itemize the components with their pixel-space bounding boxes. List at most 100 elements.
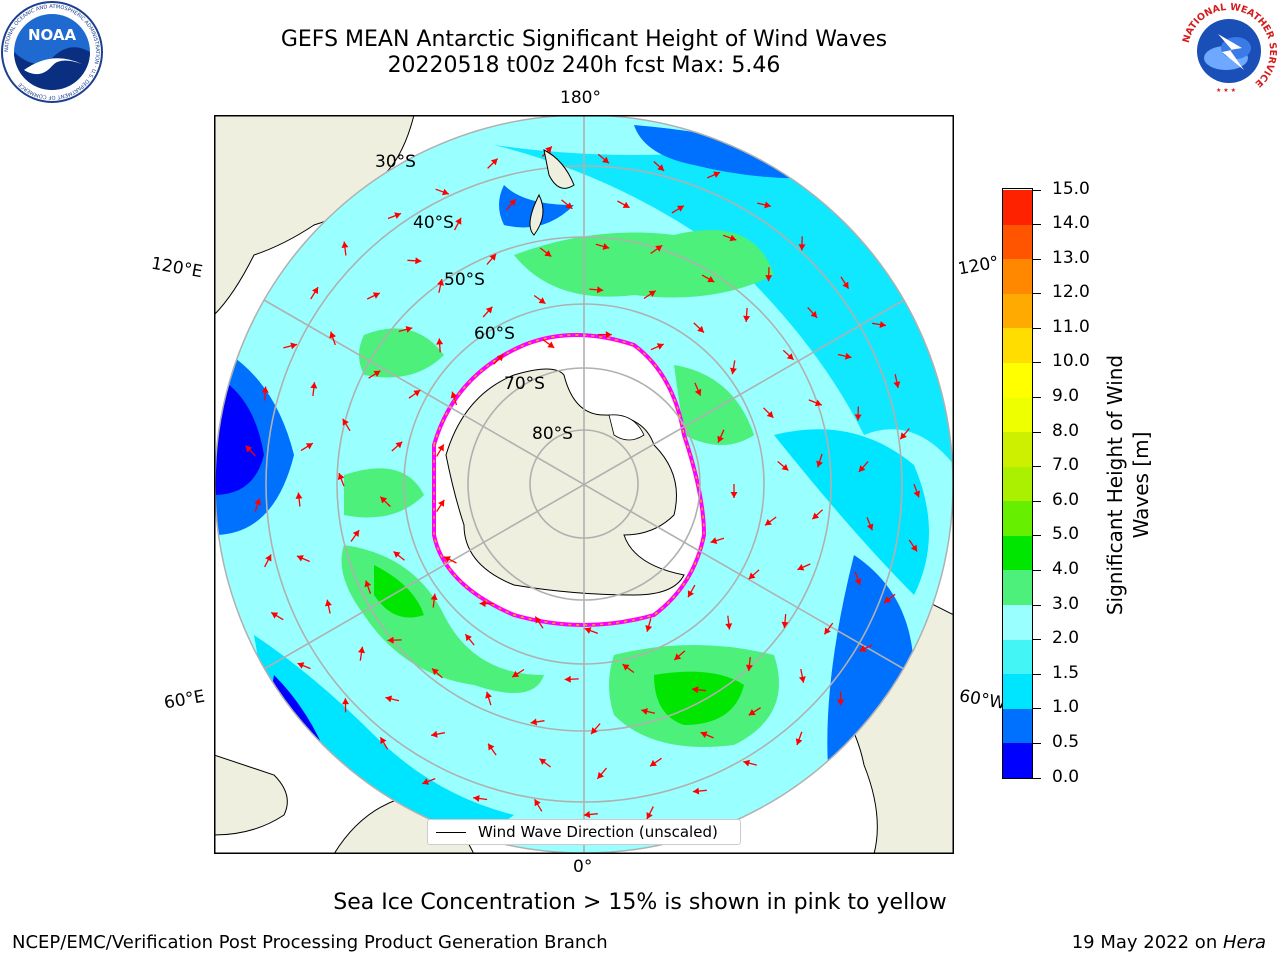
wave-direction-arrowhead (254, 498, 262, 506)
colorbar-tick-label: 12.0 (1052, 282, 1090, 303)
colorbar-tick (1033, 327, 1041, 329)
noaa-wordmark: NOAA (28, 26, 77, 44)
wave-direction-arrowhead (547, 341, 555, 348)
colorbar-segment (1003, 535, 1032, 571)
wave-direction-arrowhead (694, 388, 702, 396)
noaa-logo: NATIONAL OCEANIC AND ATMOSPHERIC ADMINIS… (1, 1, 103, 103)
colorbar-tick-label: 7.0 (1052, 455, 1080, 476)
wave-direction-arrowhead (473, 795, 480, 802)
wave-direction-arrowhead (764, 201, 771, 209)
wave-direction-arrowhead (713, 171, 721, 178)
colorbar-tick-label: 8.0 (1052, 420, 1080, 441)
wave-direction-arrowhead (748, 572, 756, 580)
wave-direction-arrowhead (812, 512, 820, 520)
wave-direction-arrowhead (490, 158, 498, 166)
lon-label-120w: 120° (956, 252, 1001, 280)
lon-label-60w: 60°W (957, 686, 1008, 714)
wave-direction-arrowhead (641, 708, 648, 715)
wave-direction-arrowhead (496, 354, 504, 362)
colorbar-tick-label: 9.0 (1052, 386, 1080, 407)
wave-direction-arrowhead (393, 551, 401, 558)
wave-direction-arrowhead (380, 737, 387, 745)
wave-direction-arrowhead (913, 490, 921, 498)
colorbar-tick (1033, 362, 1041, 364)
wave-direction-arrowhead (443, 556, 451, 563)
lat-label-70s: 70°S (504, 374, 545, 394)
wave-direction-arrowhead (342, 418, 349, 426)
wave-direction-arrowhead (859, 645, 867, 652)
wave-direction-arrowhead (534, 799, 541, 807)
wave-direction-arrowhead (786, 353, 794, 360)
wave-direction-arrowhead (655, 245, 663, 252)
wave-direction-arrowhead (310, 382, 318, 389)
wave-direction-arrowhead (745, 664, 753, 671)
colorbar-tick-label: 3.0 (1052, 593, 1080, 614)
wave-direction-arrowhead (879, 321, 886, 328)
wave-direction-arrowhead (415, 257, 422, 265)
wave-direction-arrowhead (605, 331, 612, 339)
colorbar-tick (1033, 639, 1041, 641)
map-frame (214, 115, 954, 854)
colorbar-tick-label: 5.0 (1052, 524, 1080, 545)
colorbar-segment (1003, 397, 1032, 433)
wave-direction-arrowhead (591, 727, 598, 735)
colorbar-tick-label: 1.5 (1052, 662, 1080, 683)
wave-direction-arrowhead (717, 435, 724, 443)
wave-direction-arrowhead (296, 555, 304, 562)
chart-subtitle: 20220518 t00z 240h fcst Max: 5.46 (387, 53, 781, 78)
wave-direction-arrowhead (512, 670, 520, 678)
wave-direction-arrowhead (900, 432, 907, 440)
wave-direction-arrowhead (810, 311, 818, 318)
antarctica (445, 368, 685, 596)
colorbar-tick (1033, 431, 1041, 433)
footer-date: 19 May 2022 on Hera (1072, 932, 1266, 953)
wave-direction-arrowhead (743, 315, 751, 322)
svg-text:★ ★ ★: ★ ★ ★ (1216, 87, 1236, 94)
wave-direction-arrowhead (489, 253, 497, 261)
wave-direction-arrowhead (545, 146, 552, 154)
wave-direction-arrowhead (438, 499, 445, 507)
graticule (215, 115, 953, 853)
wave-direction-arrowhead (858, 465, 866, 472)
colorbar-tick (1033, 397, 1041, 399)
wave-direction-arrowhead (373, 370, 381, 377)
colorbar-tick-label: 14.0 (1052, 213, 1090, 234)
wave-direction-arrowhead (814, 399, 822, 407)
footer-credit: NCEP/EMC/Verification Post Processing Pr… (12, 932, 608, 953)
wave-direction-arrowhead (385, 695, 393, 703)
colorbar-tick (1033, 708, 1041, 710)
colorbar-tick (1033, 742, 1041, 744)
colorbar-segment (1003, 604, 1032, 640)
wave-direction-arrowhead (697, 325, 704, 333)
colorbar-segment (1003, 673, 1032, 709)
wave-direction-arrowhead (305, 443, 313, 450)
wave-direction-arrowhead (485, 691, 492, 699)
colorbar-tick-label: 4.0 (1052, 558, 1080, 579)
colorbar-segment (1003, 466, 1032, 502)
wave-direction-arrowhead (413, 390, 421, 397)
legend-line-swatch (436, 832, 466, 833)
colorbar-segment (1003, 431, 1032, 467)
legend-label: Wind Wave Direction (unscaled) (478, 823, 718, 841)
wave-direction-arrowhead (265, 554, 272, 562)
colorbar-segment (1003, 258, 1032, 294)
colorbar (1002, 188, 1033, 779)
wave-direction-arrowhead (261, 386, 269, 393)
colorbar-tick (1033, 535, 1041, 537)
footer-date-text: 19 May 2022 on (1071, 932, 1223, 953)
wave-direction-arrowhead (395, 441, 403, 449)
colorbar-segment (1003, 708, 1032, 744)
lat-label-30s: 30°S (375, 152, 416, 172)
wave-direction-arrowhead (450, 391, 458, 399)
wave-direction-arrowhead (394, 212, 401, 219)
new-zealand (529, 149, 575, 236)
wave-direction-arrowhead (893, 381, 901, 388)
wave-direction-arrowhead (657, 164, 665, 171)
wave-direction-arrowhead (380, 496, 388, 504)
wave-direction-arrowhead (312, 287, 319, 295)
lon-label-60e: 60°E (162, 686, 207, 714)
wave-direction-arrowhead (781, 621, 789, 628)
wave-direction-arrowhead (622, 664, 630, 671)
colorbar-tick-label: 10.0 (1052, 351, 1090, 372)
colorbar-tick-label: 1.0 (1052, 697, 1080, 718)
